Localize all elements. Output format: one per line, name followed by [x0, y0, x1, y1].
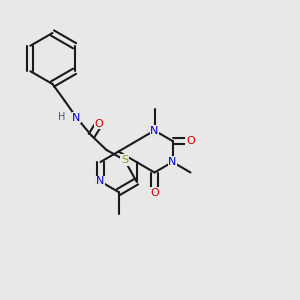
Text: H: H: [58, 112, 66, 122]
Text: N: N: [72, 112, 81, 123]
Text: N: N: [150, 125, 159, 136]
Text: O: O: [186, 136, 195, 146]
Text: S: S: [121, 155, 128, 165]
Text: N: N: [96, 176, 105, 187]
Text: N: N: [168, 157, 177, 167]
Text: O: O: [150, 188, 159, 198]
Text: O: O: [94, 118, 103, 129]
